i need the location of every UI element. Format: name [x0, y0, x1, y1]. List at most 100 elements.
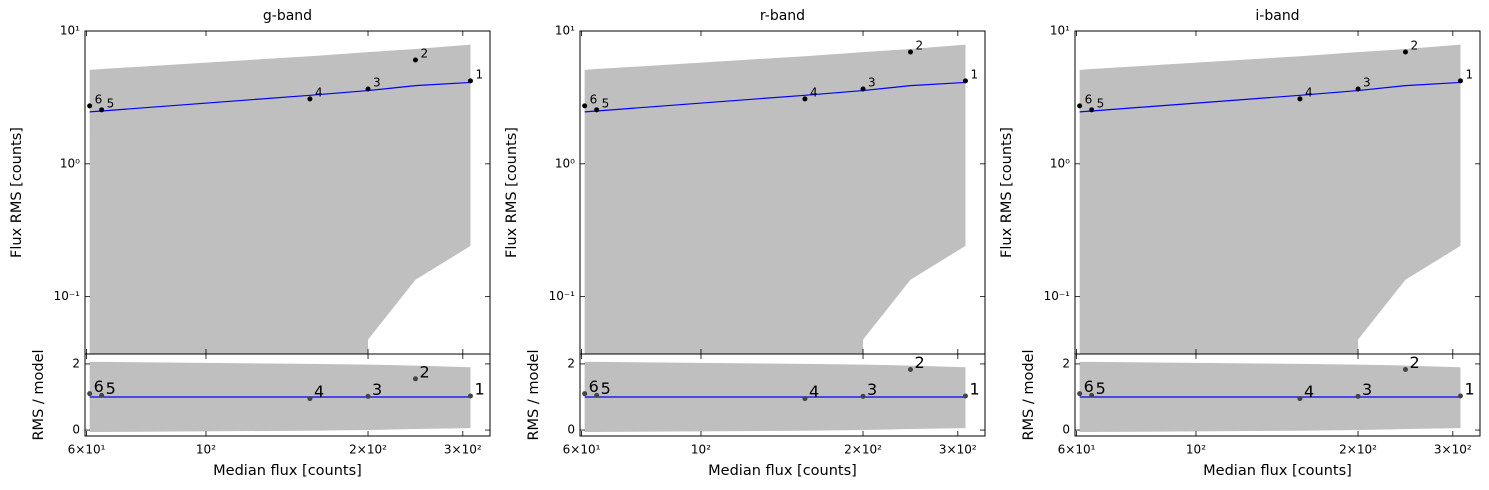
residual-plot	[584, 361, 966, 433]
residual-point-label: 5	[1096, 379, 1106, 398]
residual-point-label: 1	[474, 379, 484, 398]
residual-point	[962, 393, 968, 399]
point-label: 6	[1085, 92, 1093, 106]
residual-y-tick-label: 0	[567, 423, 575, 437]
residual-point-label: 6	[94, 377, 104, 396]
residual-point	[860, 393, 866, 399]
data-point	[1457, 78, 1463, 84]
point-label: 2	[1410, 38, 1418, 52]
x-tick-label: 2×10²	[349, 443, 387, 457]
data-point	[99, 107, 105, 113]
point-label: 5	[1097, 96, 1105, 110]
residual-point	[365, 393, 371, 399]
residual-frame	[579, 353, 986, 437]
residual-point	[87, 391, 93, 397]
x-tick-label: 10²	[1186, 443, 1206, 457]
point-label: 6	[95, 92, 103, 106]
residual-point	[802, 396, 808, 402]
point-label: 5	[107, 96, 115, 110]
residual-point-label: 3	[372, 380, 382, 399]
residual-point-label: 2	[419, 362, 429, 381]
data-point	[87, 103, 93, 109]
data-point	[1077, 103, 1083, 109]
residual-y-axis-label: RMS / model	[31, 349, 47, 440]
point-label: 1	[970, 67, 978, 81]
y-axis-label: Flux RMS [counts]	[999, 127, 1015, 258]
residual-point-label: 4	[1304, 382, 1314, 401]
x-tick-label: 6×10¹	[1058, 443, 1096, 457]
residual-y-tick-label: 2	[567, 356, 575, 370]
residual-point-label: 5	[106, 379, 116, 398]
residual-point	[1297, 396, 1303, 402]
confidence-band	[1079, 44, 1461, 354]
x-axis-label: Median flux [counts]	[708, 463, 857, 479]
data-point	[365, 86, 371, 92]
residual-point	[307, 396, 313, 402]
x-tick-label: 3×10²	[444, 443, 482, 457]
panel-title: g-band	[263, 8, 312, 24]
residual-point	[99, 392, 105, 398]
point-label: 2	[420, 46, 428, 60]
x-tick-label: 10²	[196, 443, 216, 457]
data-point	[1402, 49, 1408, 55]
point-label: 1	[475, 67, 483, 81]
residual-point-label: 2	[1409, 353, 1419, 372]
y-tick-label: 10⁻¹	[549, 289, 576, 303]
residual-y-axis-label: RMS / model	[526, 349, 542, 440]
x-axis-label: Median flux [counts]	[213, 463, 362, 479]
point-label: 2	[915, 38, 923, 52]
data-point	[307, 96, 313, 102]
x-tick-label: 6×10¹	[68, 443, 106, 457]
panel-title: r-band	[760, 8, 805, 24]
data-point	[907, 49, 913, 55]
residual-point-label: 3	[867, 380, 877, 399]
residual-plot	[1079, 361, 1461, 433]
main-plot	[584, 44, 966, 354]
residual-y-tick-label: 0	[72, 423, 80, 437]
residual-point-label: 5	[601, 379, 611, 398]
residual-point-label: 6	[1084, 377, 1094, 396]
residual-point-label: 1	[1464, 379, 1474, 398]
data-point	[802, 96, 808, 102]
residual-point	[594, 392, 600, 398]
panel-title: i-band	[1255, 8, 1299, 24]
data-point	[1355, 86, 1361, 92]
x-tick-label: 6×10¹	[563, 443, 601, 457]
residual-point-label: 4	[314, 382, 324, 401]
residual-frame	[1074, 353, 1481, 437]
point-label: 5	[602, 96, 610, 110]
residual-point	[1089, 392, 1095, 398]
confidence-band	[89, 44, 471, 354]
residual-point-label: 4	[809, 382, 819, 401]
point-label: 3	[373, 75, 381, 89]
residual-point	[1077, 391, 1083, 397]
residual-point-label: 3	[1362, 380, 1372, 399]
y-tick-label: 10⁻¹	[54, 289, 81, 303]
residual-point	[1402, 367, 1408, 373]
data-point	[1089, 107, 1095, 113]
x-tick-label: 3×10²	[939, 443, 977, 457]
residual-point-label: 2	[914, 353, 924, 372]
x-tick-label: 2×10²	[1339, 443, 1377, 457]
point-label: 1	[1465, 67, 1473, 81]
residual-frame	[84, 353, 491, 437]
y-tick-label: 10⁰	[555, 156, 575, 170]
residual-point-label: 1	[969, 379, 979, 398]
residual-point	[582, 391, 588, 397]
y-tick-label: 10⁰	[60, 156, 80, 170]
data-point	[582, 103, 588, 109]
y-tick-label: 10¹	[1050, 24, 1070, 38]
point-label: 3	[1363, 75, 1371, 89]
data-point	[860, 86, 866, 92]
residual-y-tick-label: 0	[1062, 423, 1070, 437]
residual-point	[907, 367, 913, 373]
y-axis-label: Flux RMS [counts]	[504, 127, 520, 258]
data-point	[594, 107, 600, 113]
y-tick-label: 10¹	[60, 24, 80, 38]
main-plot	[1079, 44, 1461, 354]
y-tick-label: 10⁰	[1050, 156, 1070, 170]
residual-y-tick-label: 2	[72, 356, 80, 370]
residual-point	[412, 376, 418, 382]
point-label: 4	[1305, 85, 1313, 99]
